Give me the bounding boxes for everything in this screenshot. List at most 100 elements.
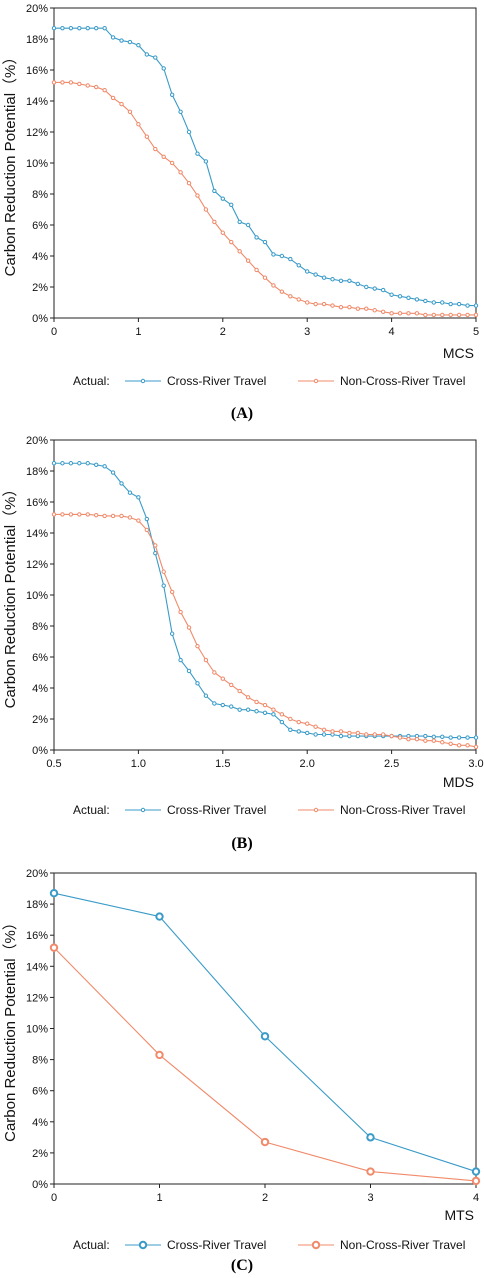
data-point	[136, 518, 141, 523]
x-axis-label: MDS	[443, 774, 474, 790]
data-point	[372, 732, 377, 737]
data-point	[155, 1050, 164, 1060]
data-point	[102, 464, 107, 469]
data-point	[279, 712, 285, 717]
data-point	[51, 512, 57, 517]
data-point	[186, 625, 192, 630]
data-point	[423, 733, 428, 739]
data-point	[372, 286, 377, 291]
data-point	[245, 695, 251, 700]
data-point	[473, 303, 479, 308]
data-point	[262, 275, 268, 280]
data-point	[229, 202, 234, 208]
data-point	[212, 188, 217, 194]
data-point	[380, 287, 386, 293]
data-point	[321, 732, 327, 737]
data-point	[440, 312, 445, 318]
data-point	[262, 239, 268, 245]
x-tick-label: 1	[135, 326, 141, 338]
data-point	[448, 735, 453, 740]
data-point	[305, 269, 310, 274]
legend-prefix: Actual:	[73, 803, 110, 817]
data-point	[77, 461, 82, 466]
data-point	[440, 300, 445, 305]
y-tick-label: 10%	[26, 590, 48, 602]
y-tick-label: 6%	[32, 652, 48, 664]
data-point	[347, 304, 352, 310]
data-point	[77, 81, 82, 87]
data-point	[169, 631, 175, 636]
series-line-cross-river	[54, 27, 476, 307]
data-point	[347, 278, 352, 283]
data-point	[220, 676, 226, 681]
data-point	[136, 122, 141, 127]
data-point	[456, 312, 462, 318]
data-point	[144, 527, 150, 533]
data-point	[119, 513, 124, 519]
data-point	[473, 312, 479, 318]
y-axis-label: Carbon Reduction Potential（%）	[2, 50, 19, 277]
data-point	[60, 80, 65, 85]
y-tick-label: 8%	[32, 189, 48, 201]
data-point	[178, 657, 183, 663]
data-point	[119, 481, 124, 486]
data-point	[313, 272, 318, 277]
data-point	[279, 289, 285, 294]
data-point	[338, 729, 344, 734]
data-point	[313, 724, 318, 729]
data-point	[260, 1137, 270, 1147]
data-point	[330, 277, 335, 282]
data-point	[414, 736, 420, 742]
data-point	[262, 702, 268, 708]
data-point	[60, 25, 65, 31]
y-tick-label: 14%	[26, 528, 48, 540]
series-line-cross-river	[54, 462, 476, 739]
data-point	[414, 297, 420, 302]
y-tick-label: 0%	[32, 1179, 48, 1191]
data-point	[448, 741, 453, 746]
data-point	[397, 735, 403, 740]
data-point	[195, 151, 200, 156]
chart-panel-2: 0% 2% 4% 6% 8% 10% 12% 14% 16% 18% 20% 0.5 1.0 1.5 2.0…	[2, 435, 484, 852]
data-point	[127, 109, 133, 115]
data-point	[110, 470, 116, 475]
y-tick-label: 6%	[32, 220, 48, 232]
data-point	[397, 294, 403, 299]
data-point	[220, 702, 226, 708]
legend-swatch-marker	[140, 807, 146, 813]
data-point	[94, 512, 99, 518]
y-tick-label: 16%	[26, 65, 48, 77]
x-tick-label: 4	[389, 326, 395, 338]
data-point	[279, 719, 285, 725]
x-tick-label: 3	[367, 1192, 373, 1204]
data-point	[380, 732, 386, 737]
x-tick-label: 2	[220, 326, 226, 338]
data-point	[296, 263, 301, 268]
data-point	[195, 193, 200, 198]
legend-swatch-marker	[138, 1240, 148, 1250]
data-point	[195, 643, 200, 649]
y-tick-label: 18%	[26, 34, 48, 46]
x-tick-label: 2.0	[300, 758, 315, 770]
data-point	[338, 304, 344, 310]
data-point	[94, 25, 99, 31]
y-tick-label: 2%	[32, 282, 48, 294]
y-tick-label: 16%	[26, 930, 48, 942]
legend-swatch-marker	[313, 378, 319, 384]
y-tick-label: 2%	[32, 714, 48, 726]
data-point	[313, 732, 318, 737]
data-point	[440, 734, 445, 740]
data-point	[94, 84, 99, 90]
data-point	[313, 301, 318, 307]
data-point	[102, 25, 107, 31]
data-point	[296, 729, 301, 734]
plot-frame	[53, 7, 477, 319]
panel-label: (A)	[231, 405, 253, 422]
x-tick-label: 1.5	[215, 758, 230, 770]
data-point	[68, 25, 74, 31]
legend-entry-label: Cross-River Travel	[167, 803, 266, 817]
data-point	[431, 300, 436, 305]
data-point	[305, 300, 310, 305]
data-point	[296, 719, 301, 725]
data-point	[389, 733, 394, 739]
